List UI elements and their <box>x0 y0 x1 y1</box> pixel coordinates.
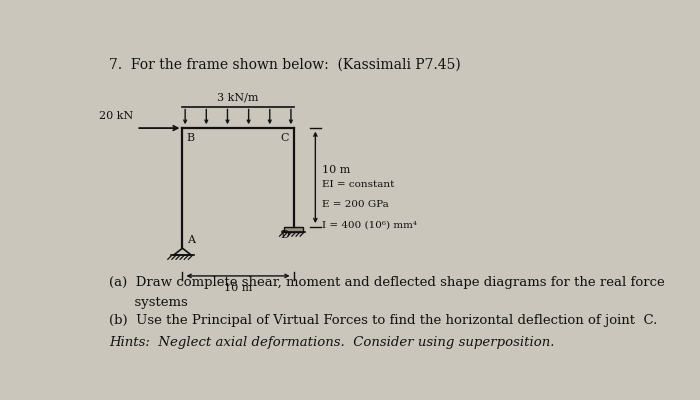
Text: I = 400 (10⁶) mm⁴: I = 400 (10⁶) mm⁴ <box>322 220 417 230</box>
Text: C: C <box>281 133 289 143</box>
Text: 10 m: 10 m <box>322 165 350 175</box>
Text: 3 kN/m: 3 kN/m <box>217 92 259 102</box>
Text: EI = constant: EI = constant <box>322 180 394 190</box>
Text: 7.  For the frame shown below:  (Kassimali P7.45): 7. For the frame shown below: (Kassimali… <box>109 57 461 71</box>
Bar <box>284 227 303 232</box>
Text: 10 m: 10 m <box>224 283 252 293</box>
Text: (b)  Use the Principal of Virtual Forces to find the horizontal deflection of jo: (b) Use the Principal of Virtual Forces … <box>109 314 657 328</box>
Text: B: B <box>187 133 195 143</box>
Text: A: A <box>187 235 195 245</box>
Text: D: D <box>281 230 289 240</box>
Text: (a)  Draw complete shear, moment and deflected shape diagrams for the real force: (a) Draw complete shear, moment and defl… <box>109 276 665 289</box>
Text: systems: systems <box>109 296 188 309</box>
Text: E = 200 GPa: E = 200 GPa <box>322 200 388 210</box>
Text: 20 kN: 20 kN <box>99 111 134 121</box>
Text: Hints:  Neglect axial deformations.  Consider using superposition.: Hints: Neglect axial deformations. Consi… <box>109 336 554 349</box>
